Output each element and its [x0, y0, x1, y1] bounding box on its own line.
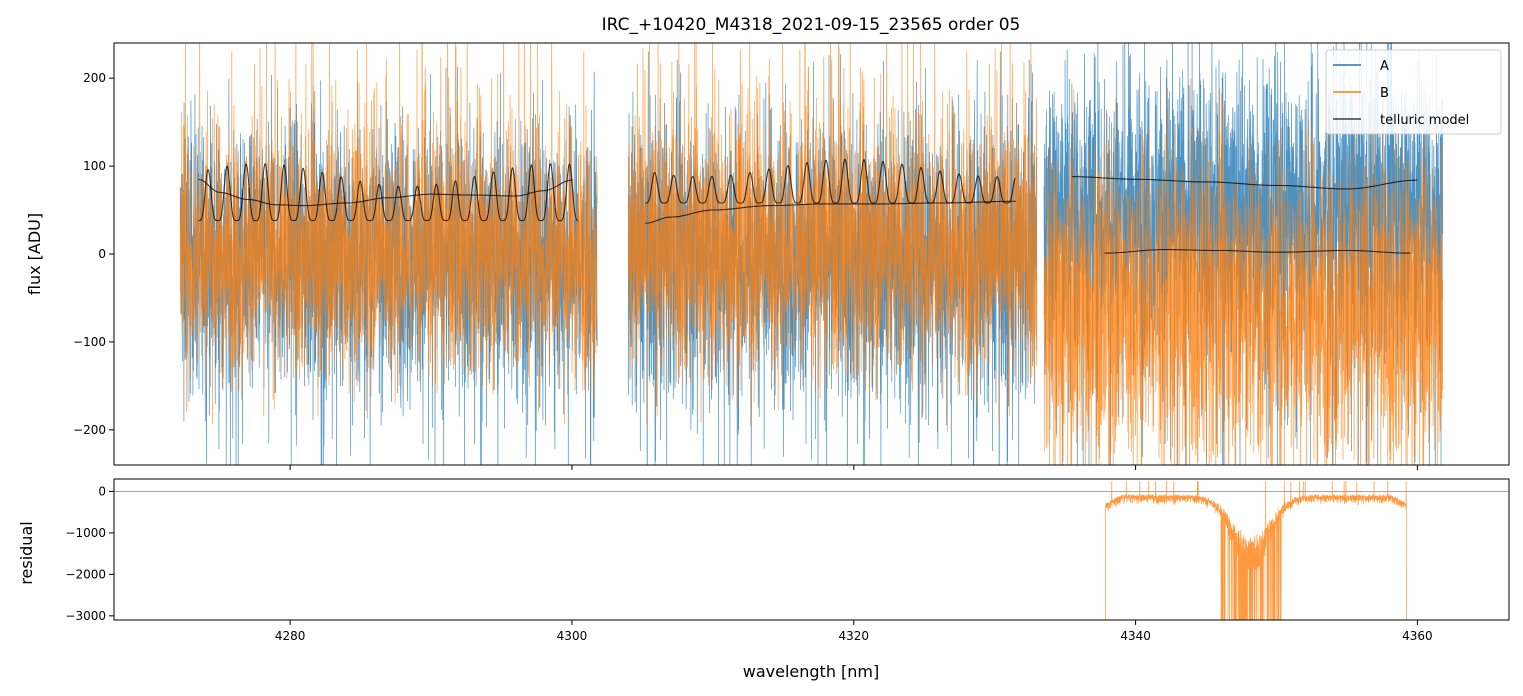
flux-panel: −200 −100 0 100 200 flux [ADU] A B telluric …: [25, 42, 1510, 470]
flux-ytick-label: 100: [83, 159, 106, 173]
flux-x-ticks: [289, 465, 1418, 470]
flux-y-axis-label: flux [ADU]: [25, 213, 44, 295]
xtick-label: 4320: [838, 629, 869, 643]
flux-ytick-label: −200: [73, 423, 106, 437]
legend-label-a: A: [1380, 59, 1389, 74]
flux-ytick-label: 200: [83, 71, 106, 85]
telluric-model-b-segment-3: [1104, 249, 1411, 254]
residual-y-ticks: −3000 −2000 −1000 0: [65, 484, 114, 623]
residual-series-b: [1104, 481, 1408, 620]
residual-ytick-label: −2000: [65, 567, 106, 581]
xtick-label: 4280: [275, 629, 306, 643]
series-b-segment-2: [627, 43, 1038, 432]
xtick-label: 4360: [1402, 629, 1433, 643]
flux-y-ticks: −200 −100 0 100 200: [73, 71, 114, 437]
flux-ytick-label: 0: [98, 247, 106, 261]
residual-axes-frame: [113, 478, 1510, 621]
residual-series-group: [114, 481, 1509, 620]
telluric-model-a-segment-2: [645, 200, 1016, 224]
flux-ytick-label: −100: [73, 335, 106, 349]
series-b-segment-3: [1043, 78, 1444, 465]
residual-y-axis-label: residual: [17, 521, 36, 584]
residual-ytick-label: −3000: [65, 609, 106, 623]
residual-ytick-label: 0: [98, 484, 106, 498]
telluric-model-b-segment-1: [198, 163, 579, 222]
residual-ytick-label: −1000: [65, 526, 106, 540]
xtick-label: 4340: [1120, 629, 1151, 643]
residual-x-ticks: 4280 4300 4320 4340 4360: [275, 620, 1433, 643]
telluric-model-b-segment-2: [645, 158, 1016, 204]
flux-series-group: [179, 43, 1444, 465]
legend-label-b: B: [1380, 86, 1389, 101]
legend-box: [1325, 49, 1502, 135]
series-b-segment-1: [179, 43, 598, 425]
chart-title: IRC_+10420_M4318_2021-09-15_23565 order …: [602, 15, 1021, 35]
telluric-model-a-segment-3: [1072, 176, 1418, 190]
residual-panel: −3000 −2000 −1000 0 4280 4300 4320 4340 4360 re…: [17, 478, 1510, 643]
legend-label-telluric: telluric model: [1380, 113, 1469, 128]
x-axis-label: wavelength [nm]: [743, 662, 880, 681]
legend: A B telluric model: [1325, 49, 1502, 135]
xtick-label: 4300: [557, 629, 588, 643]
